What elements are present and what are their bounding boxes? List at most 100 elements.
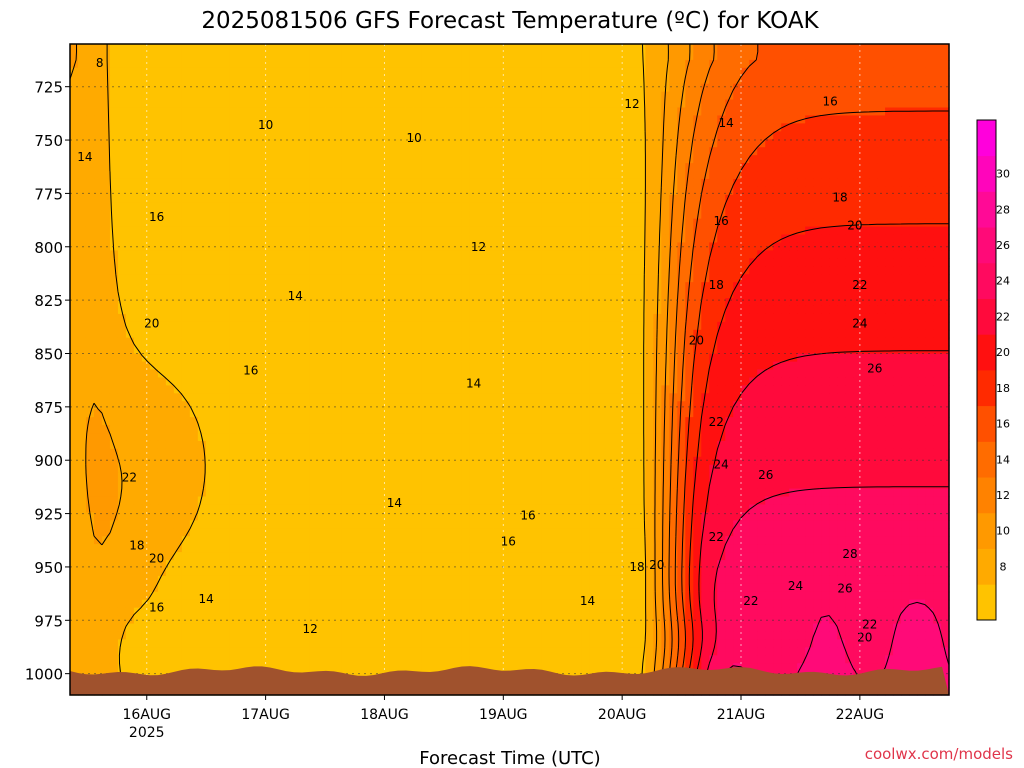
field-cell [709,305,718,315]
field-cell [277,83,287,93]
field-cell [533,385,543,394]
field-cell [461,91,471,101]
field-cell [701,44,710,53]
field-cell [749,266,758,275]
field-cell [909,123,918,132]
field-cell [325,44,335,53]
field-cell [733,361,742,371]
field-cell [557,298,567,307]
field-cell [493,115,503,124]
field-cell [813,266,822,275]
field-cell [333,178,343,188]
field-cell [549,202,559,212]
field-cell [501,337,511,347]
field-cell [773,369,782,379]
field-cell [261,234,271,244]
field-cell [85,91,95,101]
field-cell [341,99,351,109]
field-cell [933,59,942,69]
field-cell [93,377,103,386]
field-cell [533,305,543,315]
field-cell [909,234,918,244]
field-cell [573,210,583,220]
field-cell [741,361,750,371]
field-cell [613,131,622,140]
field-cell [869,226,878,236]
field-cell [861,250,870,259]
field-cell [413,242,423,252]
field-cell [517,131,527,140]
field-cell [709,210,718,220]
field-cell [933,258,942,267]
field-cell [637,282,646,291]
field-cell [509,321,519,331]
field-cell [349,91,359,101]
field-cell [525,67,535,77]
field-cell [85,202,95,212]
field-cell [349,67,359,77]
field-cell [397,67,407,77]
field-cell [485,290,495,299]
field-cell [189,186,199,196]
field-cell [221,59,231,69]
field-cell [837,282,846,291]
field-cell [581,171,591,180]
field-cell [925,123,934,132]
field-cell [861,266,870,275]
field-cell [845,91,854,101]
field-cell [677,171,686,180]
field-cell [93,345,103,355]
field-cell [813,313,822,323]
field-cell [229,369,239,379]
field-cell [645,298,654,307]
field-cell [173,266,183,275]
field-cell [573,226,583,236]
field-cell [789,337,798,347]
field-cell [693,171,702,180]
field-cell [829,139,838,148]
field-cell [461,51,471,61]
field-cell [93,163,103,172]
field-cell [141,377,151,386]
field-cell [733,250,742,259]
field-cell [749,123,758,132]
field-cell [549,234,559,244]
field-cell [541,194,551,204]
field-cell [573,194,583,204]
field-cell [877,131,886,140]
field-cell [117,186,127,196]
field-cell [277,91,287,101]
field-cell [741,329,750,339]
field-cell [157,313,167,323]
field-cell [429,345,439,355]
field-cell [477,266,487,275]
field-cell [645,83,654,93]
field-cell [173,163,183,172]
field-cell [565,59,575,69]
field-cell [653,99,662,109]
field-cell [717,305,726,315]
field-cell [181,361,191,371]
field-cell [245,258,255,267]
field-cell [637,75,646,85]
field-cell [285,107,295,117]
field-cell [213,210,223,220]
field-cell [301,91,311,101]
field-cell [173,107,183,117]
field-cell [693,258,702,267]
field-cell [341,178,351,188]
field-cell [277,218,287,228]
field-cell [141,321,151,331]
field-cell [645,353,654,363]
field-cell [757,258,766,267]
field-cell [869,266,878,275]
field-cell [541,393,551,402]
field-cell [805,361,814,371]
field-cell [765,353,774,363]
field-cell [165,353,175,363]
field-cell [453,194,463,204]
field-cell [397,155,407,164]
field-cell [149,67,159,77]
field-cell [605,83,614,93]
field-cell [677,305,686,315]
